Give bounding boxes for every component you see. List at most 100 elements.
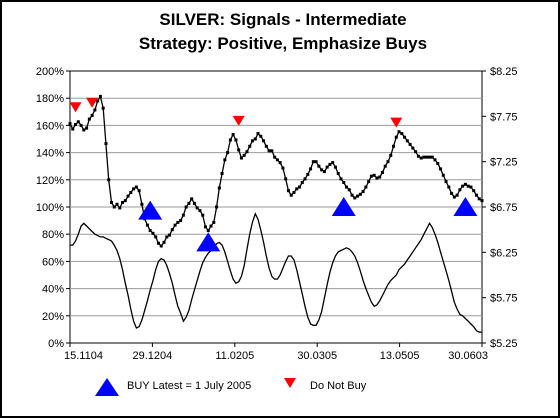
price-point [226,151,230,155]
price-point [364,185,368,189]
price-point [450,191,454,195]
price-point [228,138,232,142]
price-point [242,153,246,157]
price-point [223,158,227,162]
buy-signal-marker [331,197,356,216]
price-point [206,229,210,233]
price-point [198,209,202,213]
price-point [461,184,465,188]
x-tick-label: 11.0205 [215,350,254,362]
price-point [176,220,180,224]
left-tick-label: 180% [36,93,64,105]
buy-legend-marker [95,378,119,396]
price-point [447,185,451,189]
price-point [408,142,412,146]
price-line [69,94,483,247]
price-point [203,225,207,229]
price-point [248,144,252,148]
price-point [328,162,332,166]
price-point [342,181,346,185]
price-point [109,200,113,204]
price-point [347,188,351,192]
right-tick-label: $6.75 [490,202,518,214]
price-point [414,150,418,154]
price-point [281,166,285,170]
left-tick-label: 140% [36,148,64,160]
left-tick-label: 80% [42,229,64,241]
price-point [469,185,473,189]
price-point [444,180,448,184]
buy-legend-label: BUY Latest = 1 July 2005 [127,380,251,392]
price-point [452,195,456,199]
price-point [173,223,177,227]
right-tick-label: $7.25 [490,157,518,169]
x-tick-label: 30.0305 [297,350,337,362]
price-point [333,165,337,169]
price-point [425,155,429,159]
price-point [358,192,362,196]
price-point [306,172,310,176]
price-point [386,160,390,164]
price-point [259,134,263,138]
price-point [353,196,357,200]
price-point [267,149,271,153]
price-point [121,200,125,204]
x-tick-label: 15.1104 [64,350,103,362]
price-point [292,190,296,194]
price-point [397,130,401,134]
price-point [422,155,426,159]
do-not-buy-signal-marker [232,115,245,126]
price-point [145,223,149,227]
price-point [115,202,119,206]
price-point [76,120,80,124]
price-point [123,199,127,203]
price-point [184,205,188,209]
right-tick-label: $6.25 [490,247,518,259]
price-point [190,197,194,201]
right-tick-label: $8.25 [490,66,518,78]
do-not-buy-signal-marker [390,117,403,128]
price-point [90,113,94,117]
price-point [463,182,467,186]
price-point [170,228,174,232]
do-not-buy-legend-marker [284,378,296,388]
do-not-buy-signal-marker [86,97,99,108]
price-point [394,135,398,139]
left-axis: 0% 20% 40% 60% 80% 100% 120% 140% 160% 180% 200% [36,66,70,350]
price-point [93,108,97,112]
price-point [165,235,169,239]
price-point [270,149,274,153]
gridlines [70,97,482,317]
price-point [85,126,89,130]
price-point [372,173,376,177]
right-tick-label: $5.75 [490,293,518,305]
price-point [129,190,133,194]
x-axis: 15.1104 29.1204 11.0205 30.0305 13.0505 30.06… [64,343,488,362]
price-point [215,205,219,209]
price-point [134,185,138,189]
price-point [392,144,396,148]
legend: BUY Latest = 1 July 2005 Do Not Buy [95,378,367,396]
price-point [403,135,407,139]
price-point [237,148,241,152]
price-point [311,160,315,164]
price-point [209,224,213,228]
price-point [320,168,324,172]
price-point [331,161,335,165]
left-tick-label: 100% [36,202,64,214]
price-point [68,122,72,126]
right-axis: $5.25 $5.75 $6.25 $6.75 $7.25 $7.75 $8.25 [482,66,518,350]
price-point [350,193,354,197]
price-point [322,170,326,174]
price-point [245,150,249,154]
price-point [289,193,293,197]
price-point [159,244,163,248]
price-point [383,164,387,168]
x-tick-label: 29.1204 [133,350,173,362]
signal-line [70,212,482,333]
price-point [234,138,238,142]
price-point [98,94,102,98]
price-point [378,175,382,179]
price-point [231,132,235,136]
